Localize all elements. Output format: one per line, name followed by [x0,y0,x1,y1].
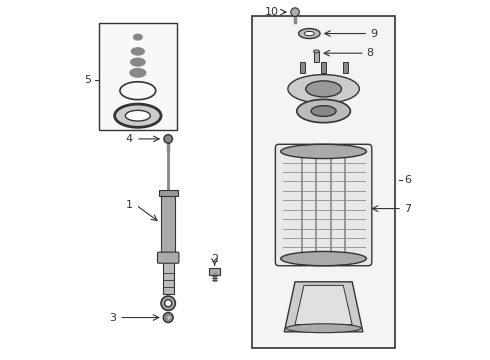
Bar [300,62,305,73]
Circle shape [163,312,173,323]
FancyBboxPatch shape [275,144,372,266]
Text: 4: 4 [125,134,132,144]
FancyBboxPatch shape [157,252,179,263]
Circle shape [291,8,299,17]
Bar [163,260,173,294]
Ellipse shape [115,104,161,127]
Text: 9: 9 [370,28,377,39]
Text: 10: 10 [265,7,279,17]
Bar [161,194,175,258]
Ellipse shape [130,68,146,77]
Bar [98,23,177,130]
Ellipse shape [286,324,361,333]
Text: 2: 2 [211,253,218,264]
Text: 7: 7 [404,203,411,213]
Text: 8: 8 [367,48,373,58]
Circle shape [164,135,172,143]
Bar [209,268,221,275]
Text: 3: 3 [109,312,116,323]
Ellipse shape [281,251,367,266]
Ellipse shape [304,31,314,36]
Ellipse shape [161,296,175,310]
Ellipse shape [165,300,172,307]
Ellipse shape [314,50,319,53]
Text: 1: 1 [125,200,132,210]
Text: 5: 5 [84,75,91,85]
Ellipse shape [281,144,367,158]
Bar [252,16,395,348]
Ellipse shape [298,28,320,39]
Bar [159,190,178,196]
Text: 6: 6 [404,175,411,185]
Bar [343,62,347,73]
Ellipse shape [131,48,144,55]
Ellipse shape [134,34,142,40]
Ellipse shape [125,111,150,121]
Polygon shape [295,285,352,325]
Ellipse shape [311,106,336,116]
Text: +: + [165,315,171,320]
Ellipse shape [131,58,145,66]
Ellipse shape [297,99,350,123]
Ellipse shape [288,75,359,103]
Bar [321,62,326,73]
Polygon shape [284,282,363,332]
Bar [314,51,319,62]
Ellipse shape [306,81,342,97]
